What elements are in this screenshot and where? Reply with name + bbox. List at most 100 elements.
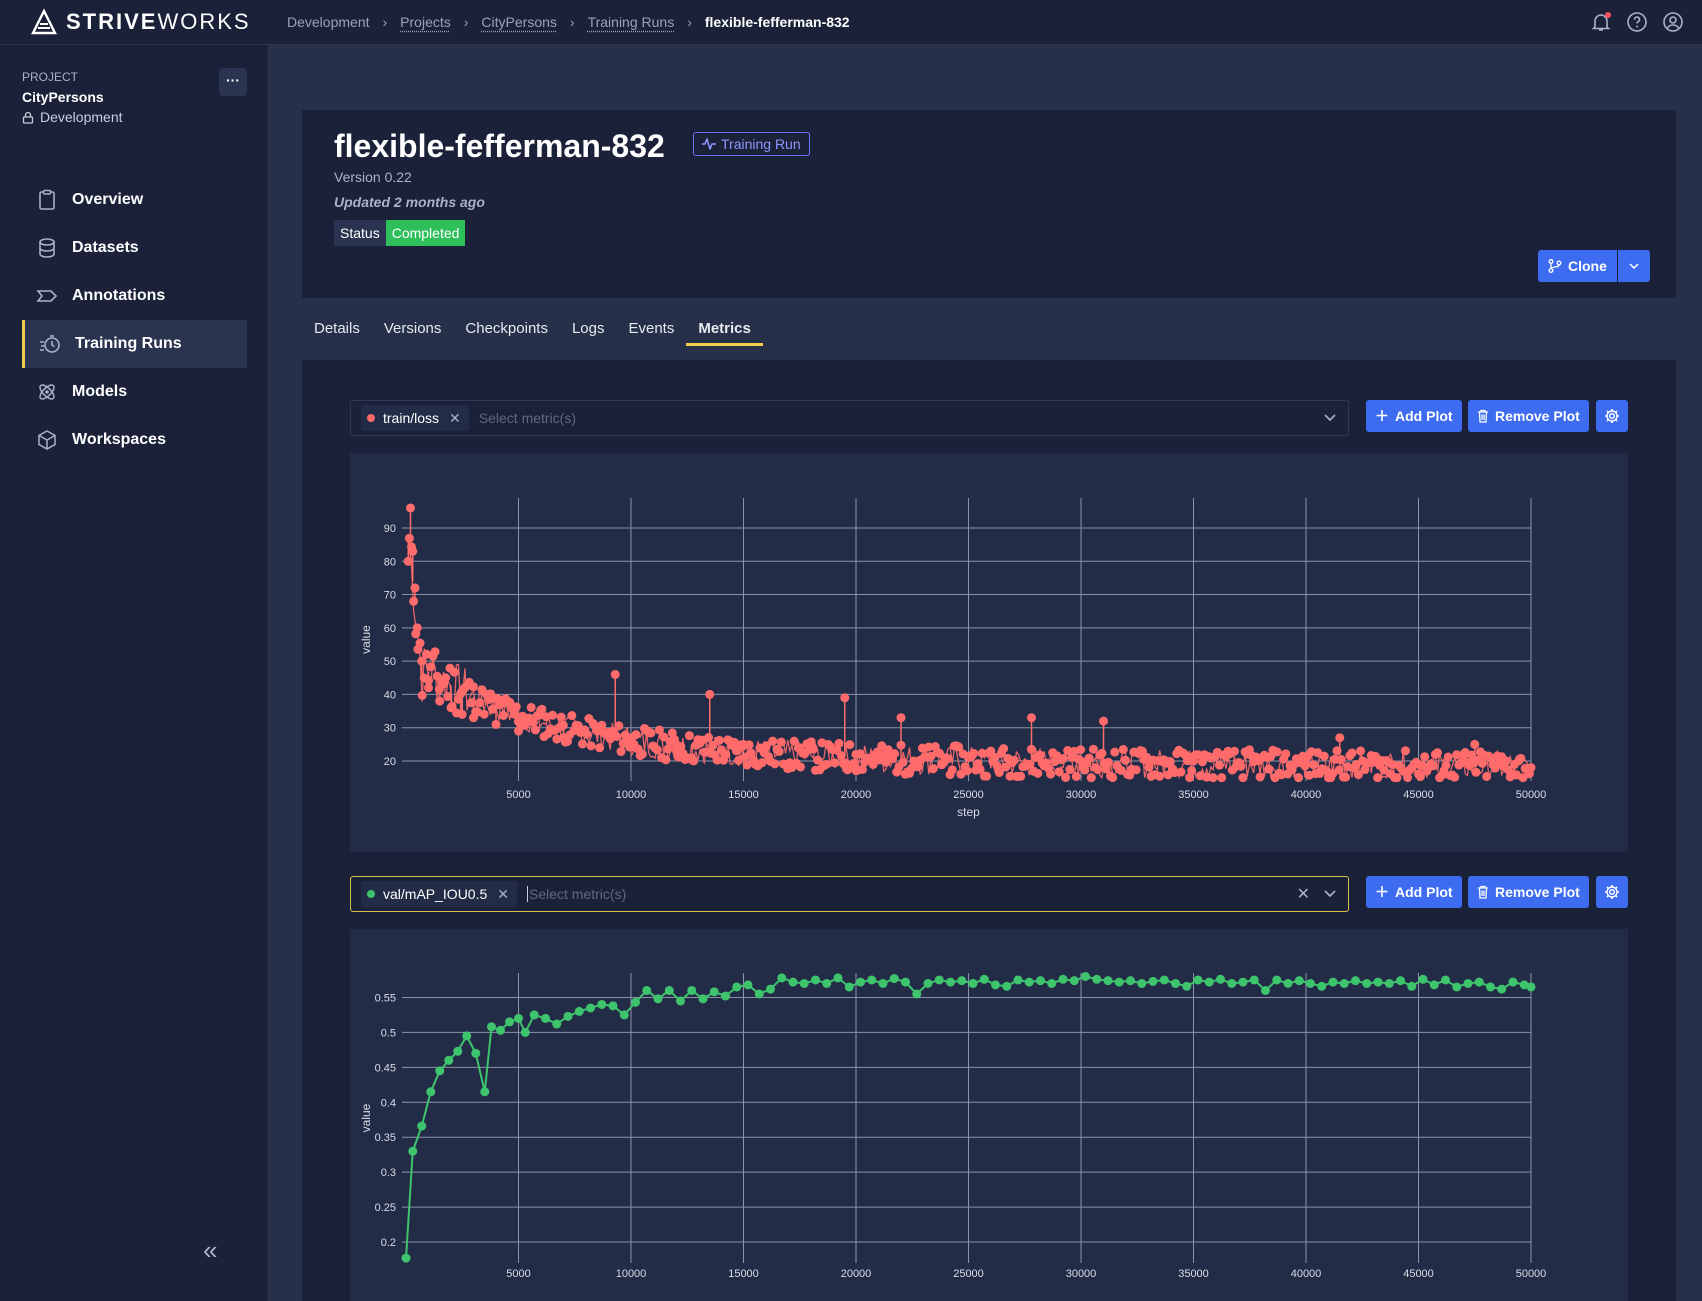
data-point xyxy=(1519,980,1529,990)
y-tick-label: 50 xyxy=(384,656,396,668)
metric-selector-2[interactable]: val/mAP_IOU0.5 ✕ Select metric(s) ✕ xyxy=(350,876,1349,912)
y-tick-label: 0.45 xyxy=(375,1062,396,1074)
breadcrumb-training-runs[interactable]: Training Runs xyxy=(587,14,675,30)
data-point xyxy=(1081,971,1090,981)
series-line xyxy=(408,546,1531,781)
sidebar-item-datasets[interactable]: Datasets xyxy=(22,224,247,272)
run-updated: Updated 2 months ago xyxy=(334,194,485,210)
clear-icon[interactable]: ✕ xyxy=(1296,886,1310,903)
sidebar-item-workspaces[interactable]: Workspaces xyxy=(22,416,247,464)
sidebar-item-label: Training Runs xyxy=(75,335,182,352)
data-point xyxy=(1229,746,1239,756)
data-point xyxy=(1016,771,1026,781)
type-badge-label: Training Run xyxy=(721,136,801,152)
y-axis-title: value xyxy=(359,1103,373,1132)
data-point xyxy=(1076,756,1086,766)
data-point xyxy=(541,1013,550,1023)
status-value: Completed xyxy=(385,220,466,246)
project-env-label: Development xyxy=(40,109,123,125)
map-chart-svg: 5000 10000 15000 20000 25000 30000 35000 40000 4… xyxy=(359,971,1546,1280)
data-point xyxy=(1407,981,1417,991)
add-plot-button[interactable]: ＋ Add Plot xyxy=(1366,876,1462,908)
metric-search-input[interactable]: Select metric(s) xyxy=(527,886,1297,902)
data-point xyxy=(928,764,938,774)
plot-settings-button[interactable] xyxy=(1596,400,1628,432)
data-point xyxy=(1336,755,1346,765)
user-icon[interactable] xyxy=(1662,11,1684,33)
data-point xyxy=(444,1055,454,1065)
breadcrumb-development[interactable]: Development xyxy=(287,14,370,30)
bell-icon[interactable] xyxy=(1590,11,1612,33)
data-point xyxy=(505,1017,514,1027)
data-point xyxy=(582,729,592,739)
striveworks-logo[interactable]: STRIVEWORKS xyxy=(30,8,287,36)
loss-plot[interactable]: 5000 10000 15000 20000 25000 30000 35000 40000 4… xyxy=(350,453,1628,852)
data-point xyxy=(1384,978,1394,988)
remove-plot-button[interactable]: Remove Plot xyxy=(1468,400,1589,432)
sidebar-item-models[interactable]: Models xyxy=(22,368,247,416)
breadcrumb-projects[interactable]: Projects xyxy=(400,14,451,30)
data-point xyxy=(1497,984,1507,994)
sidebar-item-annotations[interactable]: Annotations xyxy=(22,272,247,320)
clone-dropdown-button[interactable] xyxy=(1617,250,1650,282)
data-point xyxy=(766,984,775,994)
clone-button[interactable]: Clone xyxy=(1538,250,1617,282)
tab-metrics[interactable]: Metrics xyxy=(686,312,763,346)
data-point xyxy=(1187,766,1197,776)
map-plot[interactable]: 5000 10000 15000 20000 25000 30000 35000 40000 4… xyxy=(350,929,1628,1301)
data-point xyxy=(498,710,508,720)
sidebar-item-training-runs[interactable]: Training Runs xyxy=(22,320,247,368)
breadcrumb-citypersons[interactable]: CityPersons xyxy=(481,14,557,30)
tab-details[interactable]: Details xyxy=(314,320,360,337)
data-point xyxy=(654,725,664,735)
x-tick-label: 5000 xyxy=(506,789,530,801)
data-point xyxy=(1110,747,1120,757)
remove-plot-button[interactable]: Remove Plot xyxy=(1468,876,1589,908)
sidebar: PROJECT CityPersons Development ··· Over… xyxy=(0,45,269,1301)
plot-settings-button[interactable] xyxy=(1596,876,1628,908)
cube-icon xyxy=(36,429,58,451)
remove-chip-icon[interactable]: ✕ xyxy=(497,885,509,902)
tab-logs[interactable]: Logs xyxy=(571,320,605,337)
data-point xyxy=(898,757,908,767)
data-point xyxy=(514,726,523,736)
data-point xyxy=(406,503,415,513)
remove-chip-icon[interactable]: ✕ xyxy=(449,409,461,426)
data-point xyxy=(704,733,714,743)
tab-events[interactable]: Events xyxy=(628,320,675,337)
project-label: PROJECT xyxy=(22,70,79,84)
data-point xyxy=(573,721,583,731)
data-point xyxy=(1301,759,1311,769)
metric-search-input[interactable]: Select metric(s) xyxy=(478,410,576,426)
data-point xyxy=(777,973,787,983)
data-point xyxy=(1373,773,1383,783)
tab-checkpoints[interactable]: Checkpoints xyxy=(465,320,548,337)
x-tick-label: 40000 xyxy=(1291,789,1322,801)
data-point xyxy=(443,692,453,702)
data-point xyxy=(868,759,878,769)
data-point xyxy=(1144,762,1154,772)
data-point xyxy=(424,683,433,693)
data-point xyxy=(1001,762,1011,772)
collapse-sidebar-icon[interactable]: « xyxy=(203,1235,218,1265)
data-point xyxy=(1281,749,1291,759)
add-plot-button[interactable]: ＋ Add Plot xyxy=(1366,400,1462,432)
chevron-down-icon[interactable] xyxy=(1324,890,1338,898)
project-more-button[interactable]: ··· xyxy=(219,68,247,96)
x-tick-label: 25000 xyxy=(953,1268,984,1280)
data-point xyxy=(528,717,538,727)
tab-versions[interactable]: Versions xyxy=(383,320,442,337)
sidebar-item-label: Overview xyxy=(72,191,144,208)
chevron-down-icon[interactable] xyxy=(1324,414,1338,422)
data-point xyxy=(721,749,731,759)
data-point xyxy=(652,745,662,755)
series-color-dot xyxy=(367,414,375,422)
data-point xyxy=(1508,977,1518,987)
project-name[interactable]: CityPersons xyxy=(22,89,104,105)
data-point xyxy=(1443,752,1453,762)
data-point xyxy=(1356,746,1366,756)
metric-selector-1[interactable]: train/loss ✕ Select metric(s) xyxy=(350,400,1349,436)
sidebar-item-overview[interactable]: Overview xyxy=(22,176,247,224)
help-icon[interactable] xyxy=(1626,11,1648,33)
data-point xyxy=(1392,773,1402,783)
